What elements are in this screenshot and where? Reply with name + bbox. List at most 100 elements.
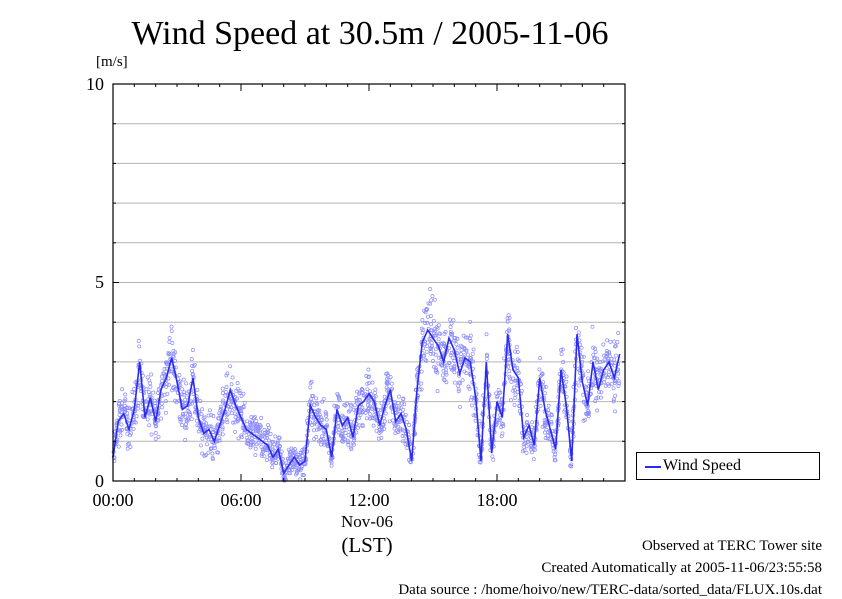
sample-point: [286, 456, 290, 461]
sample-point: [242, 430, 247, 435]
sample-point: [116, 444, 121, 449]
sample-point: [149, 372, 154, 377]
sample-point: [184, 425, 189, 430]
sample-point: [312, 421, 317, 426]
x-axis-date: Nov-06: [341, 512, 393, 531]
sample-point: [516, 370, 521, 375]
sample-point: [440, 373, 445, 378]
sample-point: [145, 375, 150, 380]
sample-point: [462, 346, 467, 350]
sample-point: [153, 436, 158, 441]
sample-point: [564, 374, 569, 379]
sample-point: [251, 422, 256, 427]
sample-point: [125, 446, 130, 451]
sample-point: [460, 378, 465, 383]
sample-point: [602, 357, 607, 362]
sample-point: [385, 379, 390, 384]
sample-point: [200, 436, 205, 441]
sample-point: [189, 417, 194, 422]
sample-point: [400, 427, 405, 432]
sample-point: [559, 352, 564, 357]
sample-point: [131, 426, 136, 431]
sample-point: [177, 373, 182, 378]
sample-point: [517, 359, 522, 363]
sample-point: [447, 317, 452, 322]
sample-point: [388, 375, 393, 380]
sample-point: [593, 350, 598, 354]
sample-point: [423, 342, 427, 347]
sample-point: [501, 422, 505, 427]
sample-point: [468, 398, 473, 403]
sample-point: [130, 390, 135, 395]
sample-point: [149, 432, 154, 437]
sample-point: [239, 435, 244, 440]
sample-point: [490, 454, 495, 459]
sample-point: [586, 369, 591, 374]
sample-point: [292, 465, 297, 469]
sample-point: [181, 377, 186, 382]
sample-point: [427, 336, 432, 341]
sample-point: [444, 372, 449, 377]
sample-point: [484, 332, 489, 337]
sample-point: [186, 409, 191, 413]
sample-point: [203, 426, 208, 430]
sample-point: [151, 390, 156, 395]
sample-point: [233, 429, 238, 434]
sample-point: [434, 368, 439, 373]
sample-point: [608, 354, 613, 359]
sample-point: [358, 412, 363, 417]
sample-point: [159, 405, 164, 410]
sample-point: [224, 373, 229, 378]
sample-point: [432, 297, 437, 302]
sample-point: [210, 451, 215, 456]
sample-point: [147, 423, 152, 428]
sample-point: [602, 377, 607, 382]
sample-point: [235, 419, 240, 424]
sample-point: [602, 353, 606, 358]
sample-point: [523, 441, 528, 446]
sample-point: [507, 374, 512, 379]
sample-point: [607, 350, 612, 355]
sample-point: [542, 391, 547, 396]
sample-point: [116, 402, 121, 406]
sample-point: [300, 473, 305, 478]
sample-point: [368, 412, 372, 416]
sample-point: [335, 424, 340, 429]
sample-point: [164, 382, 169, 387]
sample-point: [546, 403, 551, 408]
sample-point: [360, 405, 365, 410]
sample-point: [224, 413, 229, 418]
sample-point: [574, 326, 579, 330]
sample-point: [351, 442, 356, 447]
sample-point: [381, 422, 386, 427]
sample-point: [336, 420, 341, 425]
sample-point: [458, 381, 463, 386]
x-tick-label-0600: 06:00: [220, 490, 262, 510]
sample-point: [277, 435, 282, 440]
sample-point: [467, 386, 472, 391]
sample-point: [335, 391, 340, 396]
sample-point: [266, 438, 271, 443]
sample-point: [127, 406, 132, 411]
sample-point: [314, 422, 319, 427]
sample-point: [314, 400, 319, 405]
sample-point: [468, 319, 473, 324]
sample-point: [247, 426, 252, 431]
sample-point: [428, 287, 433, 292]
sample-point: [396, 420, 401, 425]
sample-point: [428, 301, 433, 306]
sample-point: [253, 446, 258, 451]
sample-point: [586, 409, 591, 414]
sample-point: [471, 413, 476, 418]
sample-point: [579, 345, 584, 350]
sample-point: [183, 400, 188, 405]
sample-point: [117, 409, 122, 413]
sample-point: [258, 429, 263, 434]
sample-point: [604, 373, 609, 378]
sample-point: [599, 366, 603, 371]
sample-point: [120, 387, 125, 392]
sample-point: [156, 434, 161, 439]
y-tick-label-10: 10: [86, 74, 104, 94]
sample-point: [367, 381, 371, 386]
sample-point: [428, 351, 433, 356]
